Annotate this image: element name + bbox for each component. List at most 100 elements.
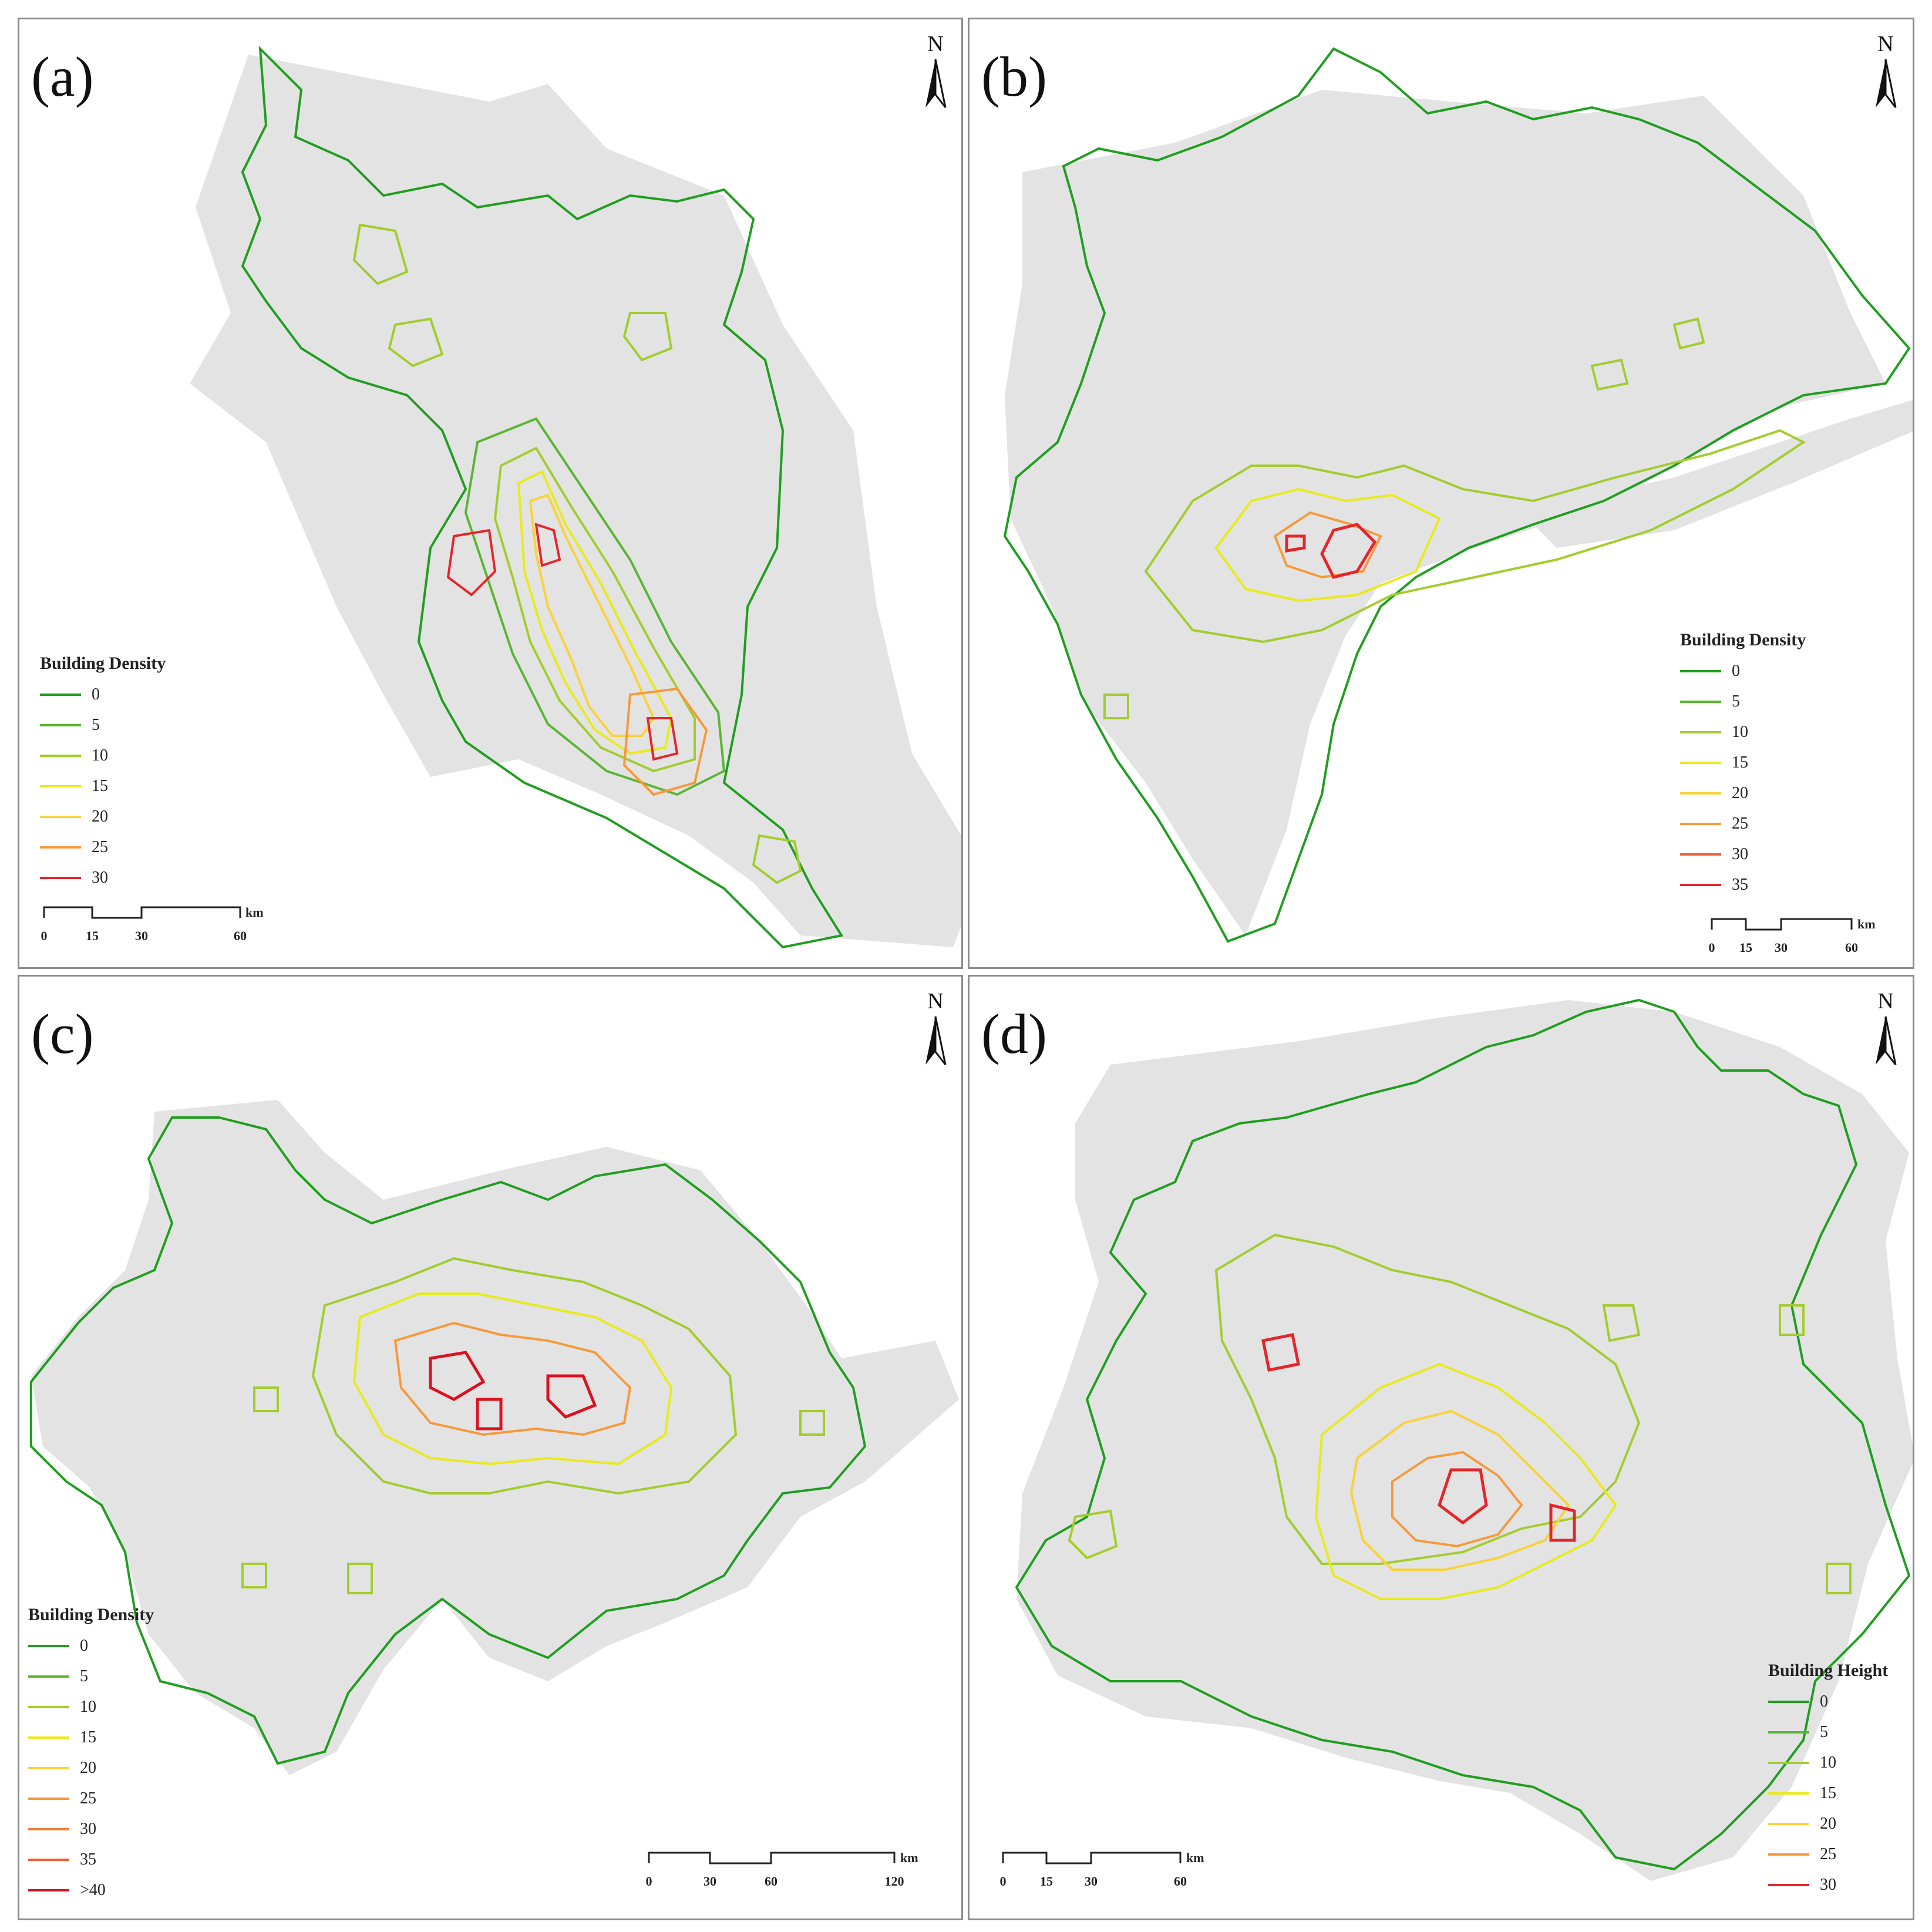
legend-value: 30 xyxy=(92,869,108,887)
scale-bar-graphic xyxy=(1711,918,1853,931)
scale-bar-b: 0 15 30 60 km xyxy=(1709,912,1904,965)
legend-item: 15 xyxy=(1680,748,1806,778)
legend-value: 20 xyxy=(1820,1815,1836,1833)
map-d xyxy=(1015,998,1913,1881)
legend-item: 10 xyxy=(1680,717,1806,748)
contour-a-25 xyxy=(622,687,708,796)
scale-bar-graphic xyxy=(1002,1852,1182,1864)
legend-item: 0 xyxy=(40,679,166,710)
legend-value: 20 xyxy=(1732,784,1748,802)
scale-tick: 15 xyxy=(86,928,99,943)
scale-unit: km xyxy=(1857,917,1876,931)
scale-bar-a: 0 15 30 60 km xyxy=(41,900,278,953)
north-arrow-icon xyxy=(1876,1016,1897,1065)
legend-item: 5 xyxy=(40,710,166,741)
scale-tick: 120 xyxy=(884,1874,904,1889)
scale-tick: 30 xyxy=(704,1874,716,1889)
legend-item: 20 xyxy=(1680,778,1806,809)
contour-a-5 xyxy=(464,417,726,796)
legend-value: 20 xyxy=(92,807,108,826)
legend-item: 10 xyxy=(40,741,166,771)
legend-value: 5 xyxy=(1820,1723,1828,1741)
contour-d-10 xyxy=(1214,1233,1641,1565)
panel-label-c: (c) xyxy=(31,1002,94,1065)
legend-value: 5 xyxy=(92,716,100,734)
contour-d-20 xyxy=(1349,1409,1570,1571)
north-arrow-c: N xyxy=(915,988,956,1071)
legend-item: 35 xyxy=(28,1845,154,1875)
legend-item: 10 xyxy=(28,1692,154,1722)
scale-bar-graphic xyxy=(43,906,241,919)
legend-item: 15 xyxy=(28,1722,154,1753)
legend-item: 25 xyxy=(1680,809,1806,839)
legend-item: 0 xyxy=(28,1631,154,1661)
legend-value: 5 xyxy=(1732,692,1740,711)
legend-value: 10 xyxy=(92,746,108,765)
north-arrow-icon xyxy=(925,59,947,108)
contour-c-40 xyxy=(429,1351,597,1431)
legend-value: 20 xyxy=(80,1759,96,1777)
legend-value: 25 xyxy=(1820,1845,1836,1863)
contour-b-35 xyxy=(1285,523,1377,579)
legend-item: 20 xyxy=(40,802,166,832)
land-b xyxy=(1005,90,1886,935)
legend-value: >40 xyxy=(80,1881,106,1899)
land-b-island xyxy=(1522,400,1913,548)
legend-d: Building Height 0 5 10 15 20 25 30 xyxy=(1768,1661,1888,1900)
legend-item: 30 xyxy=(40,863,166,893)
contour-d-0 xyxy=(1015,998,1911,1871)
legend-value: 30 xyxy=(1820,1876,1836,1894)
legend-item: 20 xyxy=(28,1753,154,1783)
panel-label-d: (d) xyxy=(981,1002,1047,1065)
legend-value: 25 xyxy=(80,1789,96,1808)
scale-tick: 0 xyxy=(999,1874,1007,1889)
scale-tick: 15 xyxy=(1040,1874,1053,1889)
contour-d-blobs xyxy=(1068,1304,1852,1594)
legend-value: 10 xyxy=(1820,1753,1836,1772)
scale-tick: 15 xyxy=(1739,940,1752,955)
legend-item: 30 xyxy=(28,1814,154,1845)
scale-tick: 0 xyxy=(41,928,48,943)
scale-tick: 60 xyxy=(234,928,247,943)
legend-title: Building Density xyxy=(40,654,166,673)
contour-b-blobs xyxy=(1103,317,1705,719)
contour-a-15 xyxy=(517,470,673,755)
contour-a-20 xyxy=(529,493,655,737)
scale-tick: 60 xyxy=(765,1874,777,1889)
legend-value: 5 xyxy=(80,1667,88,1685)
scale-bar-graphic xyxy=(648,1852,896,1864)
legend-item: 30 xyxy=(1768,1870,1888,1900)
contour-d-30 xyxy=(1261,1333,1576,1542)
legend-item: 25 xyxy=(1768,1839,1888,1870)
contour-c-25 xyxy=(393,1321,632,1436)
scale-tick: 0 xyxy=(645,1874,652,1889)
legend-item: 0 xyxy=(1680,656,1806,686)
contour-d-25 xyxy=(1391,1450,1523,1548)
contour-c-blobs xyxy=(241,1386,825,1594)
contour-b-0 xyxy=(1003,47,1911,943)
contour-a-10 xyxy=(493,446,696,773)
legend-item: 20 xyxy=(1768,1809,1888,1839)
legend-item: 30 xyxy=(1680,839,1806,870)
map-c xyxy=(30,1100,959,1775)
legend-c: Building Density 0 5 10 15 20 25 30 35 >… xyxy=(28,1605,154,1906)
legend-value: 25 xyxy=(1732,814,1748,833)
north-label: N xyxy=(1877,32,1894,56)
legend-value: 0 xyxy=(1820,1692,1828,1711)
contour-b-15 xyxy=(1214,487,1441,603)
legend-title: Building Density xyxy=(28,1605,154,1624)
legend-title: Building Density xyxy=(1680,630,1806,649)
north-label: N xyxy=(1877,989,1894,1014)
legend-b: Building Density 0 5 10 15 20 25 30 35 xyxy=(1680,630,1806,900)
north-label: N xyxy=(927,32,944,56)
legend-item: >40 xyxy=(28,1875,154,1906)
legend-value: 30 xyxy=(80,1820,96,1838)
legend-item: 25 xyxy=(40,832,166,863)
legend-a: Building Density 0 5 10 15 20 25 30 xyxy=(40,654,166,893)
scale-tick: 30 xyxy=(1085,1874,1098,1889)
contour-d-15 xyxy=(1314,1362,1617,1600)
legend-value: 15 xyxy=(92,777,108,795)
legend-item: 5 xyxy=(1768,1717,1888,1748)
legend-value: 15 xyxy=(1732,753,1748,772)
legend-value: 0 xyxy=(1732,662,1740,680)
